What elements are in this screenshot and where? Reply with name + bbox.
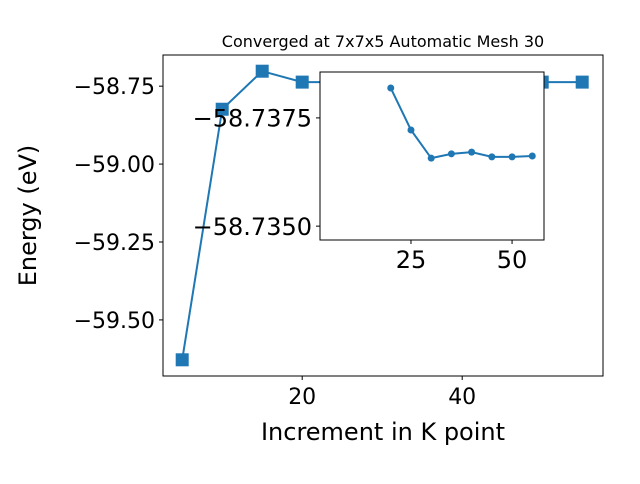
y-tick-label: −58.75	[74, 75, 155, 100]
marker	[427, 154, 435, 162]
x-tick-label: 50	[497, 246, 528, 274]
chart-title: Converged at 7x7x5 Automatic Mesh 30	[222, 32, 544, 51]
marker	[387, 84, 395, 92]
marker	[175, 353, 189, 367]
axes-frame	[162, 54, 604, 377]
marker	[255, 64, 269, 78]
y-tick-label: −59.00	[74, 153, 155, 178]
marker	[488, 153, 496, 161]
marker	[447, 150, 455, 158]
y-tick-label: −59.25	[74, 231, 155, 256]
marker	[575, 75, 589, 89]
marker	[295, 75, 309, 89]
marker	[528, 152, 536, 160]
x-axis-label: Increment in K point	[261, 418, 505, 446]
marker	[407, 126, 415, 134]
marker	[468, 148, 476, 156]
x-tick-label: 20	[288, 385, 316, 410]
marker	[215, 102, 229, 116]
axes-frame	[319, 71, 545, 241]
y-tick-label: −58.7350	[193, 213, 312, 241]
x-tick-label: 40	[448, 385, 476, 410]
y-tick-label: −58.7375	[193, 105, 312, 133]
plot-group	[387, 84, 536, 162]
y-tick-label: −59.50	[74, 309, 155, 334]
marker	[508, 153, 516, 161]
x-tick-label: 25	[396, 246, 427, 274]
y-axis-label: Energy (eV)	[14, 145, 42, 287]
